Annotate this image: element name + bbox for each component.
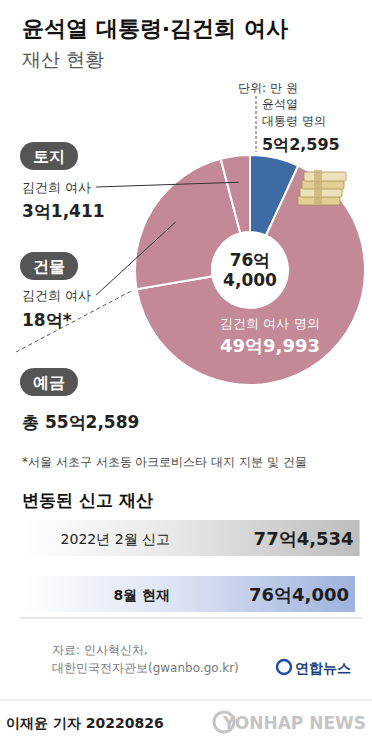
leader-line — [256, 96, 257, 152]
category-label: 8월 현재 — [113, 587, 170, 603]
data-label: 76억4,000 — [249, 584, 349, 605]
group-total-label: 총 55억2,589 — [22, 412, 139, 432]
text-line: 4,000 — [223, 270, 277, 290]
divider — [0, 700, 372, 701]
logo-mark — [277, 660, 291, 674]
bars — [20, 520, 360, 612]
text-line: 윤석열 — [262, 97, 298, 111]
infographic: 윤석열 대통령·김건희 여사재산 현황단위: 만 원 76억4,000 토지건물예금… — [0, 0, 372, 750]
subtitle: 재산 현황 — [22, 48, 104, 70]
pill-bg — [20, 252, 78, 280]
text-line: 자료: 인사혁신처, — [52, 643, 148, 657]
unit-label: 단위: 만 원 — [238, 81, 298, 95]
text-line: 76억 — [230, 250, 271, 270]
text-line: 대한민국전자관보(gwanbo.go.kr) — [52, 661, 239, 675]
group-label: 건물 — [33, 257, 65, 276]
bar — [20, 576, 355, 612]
group-pill: 건물 — [20, 252, 78, 280]
money-band — [314, 170, 322, 205]
source: 자료: 인사혁신처, 대한민국전자관보(gwanbo.go.kr) — [52, 643, 239, 675]
slice-category: 김건희 여사 — [22, 288, 91, 303]
logo-text: 연합뉴스 — [295, 660, 351, 676]
x-axis-line — [20, 618, 362, 619]
bar-title: 변동된 신고 재산 — [22, 490, 153, 510]
money-icon — [298, 170, 346, 205]
total-label: 76억4,000 — [223, 250, 277, 290]
data-label: 18억* — [22, 310, 72, 330]
data-label: 5억2,595 — [262, 135, 340, 154]
category-label: 2022년 2월 신고 — [61, 531, 170, 547]
footnote: *서울 서초구 서초동 아크로비스타 대지 지분 및 건물 — [22, 455, 307, 469]
title: 윤석열 대통령·김건희 여사 — [22, 16, 288, 41]
byline: 이재윤 기자 20220826 — [6, 715, 164, 731]
donut — [135, 155, 365, 385]
bar — [20, 520, 360, 556]
pill-bg — [20, 368, 78, 396]
pill-bg — [20, 142, 78, 170]
text-line: 대통령 명의 — [262, 114, 326, 128]
leader-line — [96, 222, 175, 295]
group-separator — [16, 290, 134, 352]
data-label: 49억9,993 — [220, 335, 320, 356]
data-label: 77억4,534 — [254, 528, 354, 549]
watermark: YONHAP NEWS — [222, 713, 366, 733]
pie-slice — [221, 155, 250, 233]
group-pill: 예금 — [20, 368, 78, 396]
data-label: 3억1,411 — [22, 201, 105, 221]
group-label: 토지 — [33, 147, 65, 166]
group-label: 예금 — [33, 373, 65, 392]
slice-category: 윤석열대통령 명의 — [262, 97, 326, 128]
slice-category: 김건희 여사 — [22, 180, 91, 195]
money-note — [304, 172, 346, 181]
logo: 연합뉴스 — [277, 660, 351, 676]
slice-category: 김건희 여사 명의 — [220, 316, 319, 331]
group-pill: 토지 — [20, 142, 78, 170]
leader-line — [96, 182, 238, 187]
